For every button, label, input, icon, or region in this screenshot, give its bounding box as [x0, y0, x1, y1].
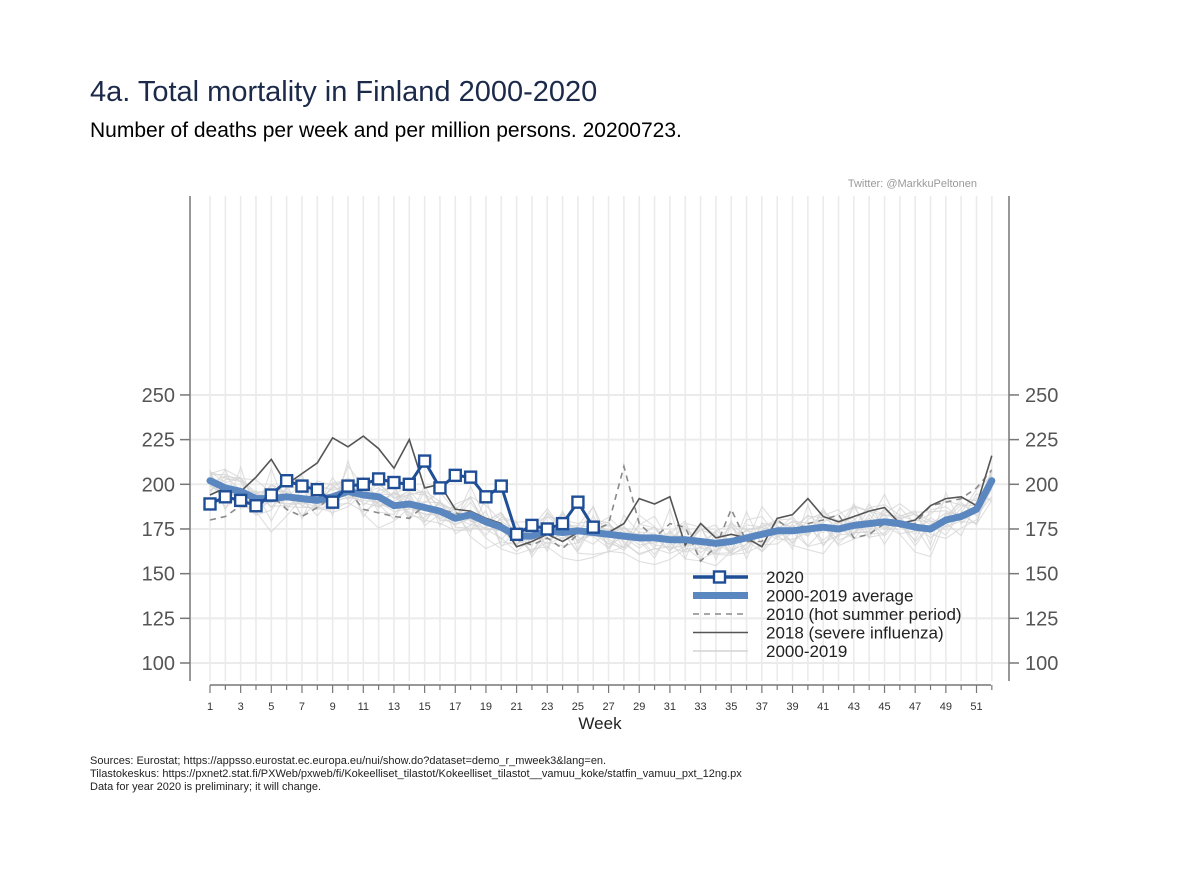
chart-subtitle: Number of deaths per week and per millio… — [90, 119, 682, 142]
x-tick-label: 15 — [418, 701, 430, 713]
y-tick-label-right: 200 — [1025, 474, 1058, 496]
series-2020-marker — [494, 479, 508, 493]
x-tick-label: 39 — [786, 701, 798, 713]
y-tick-label-left: 225 — [142, 430, 175, 452]
legend-marker-2020 — [712, 570, 727, 584]
series-2020-marker — [387, 475, 401, 490]
x-tick-label: 45 — [878, 701, 890, 713]
y-tick-label-left: 150 — [142, 564, 175, 586]
sources-line-tilastokeskus: Tilastokeskus: https://pxnet2.stat.fi/PX… — [90, 768, 742, 780]
y-tick-label-left: 100 — [142, 653, 175, 675]
x-tick-label: 23 — [541, 701, 553, 713]
x-tick-label: 13 — [388, 701, 400, 713]
sources-line-preliminary: Data for year 2020 is preliminary; it wi… — [90, 781, 322, 793]
y-tick-label-right: 100 — [1025, 653, 1058, 675]
series-2020-marker — [203, 497, 217, 511]
x-tick-label: 49 — [940, 701, 952, 713]
y-tick-label-right: 150 — [1025, 564, 1058, 586]
background-year-line — [209, 473, 993, 566]
y-tick-label-left: 200 — [142, 474, 175, 496]
y-tick-label-right: 125 — [1025, 608, 1058, 630]
x-tick-label: 17 — [449, 701, 461, 713]
background-year-line — [209, 471, 993, 556]
twitter-credit: Twitter: @MarkkuPeltonen — [847, 178, 977, 190]
x-tick-label: 11 — [358, 701, 369, 713]
x-tick-label: 19 — [480, 701, 492, 713]
y-tick-label-right: 225 — [1025, 430, 1058, 452]
x-tick-label: 43 — [848, 701, 860, 713]
legend-label: 2000-2019 — [766, 642, 847, 661]
x-tick-label: 33 — [694, 701, 706, 713]
series-2020-marker — [233, 493, 248, 508]
background-year-line — [209, 471, 993, 567]
x-tick-label: 1 — [207, 701, 213, 713]
series-2020-marker — [417, 454, 432, 468]
series-2020-marker — [525, 518, 539, 533]
x-tick-label: 7 — [299, 701, 305, 713]
series-2020-marker — [249, 499, 263, 513]
sources-line-eurostat: Sources: Eurostat; https://appsso.eurost… — [90, 755, 607, 767]
series-2020-marker — [571, 495, 585, 509]
series-2020-marker — [509, 527, 524, 542]
grid-lines — [190, 196, 1009, 681]
series-2020-marker — [295, 479, 309, 493]
y-tick-label-right: 250 — [1025, 385, 1058, 407]
x-tick-label: 3 — [238, 701, 244, 713]
x-tick-label: 31 — [664, 701, 676, 713]
y-tick-label-right: 175 — [1025, 519, 1058, 541]
x-tick-label: 51 — [970, 701, 982, 713]
legend-label: 2010 (hot summer period) — [766, 605, 962, 624]
series-2020-marker — [264, 488, 279, 502]
series-2020-marker — [371, 472, 386, 486]
series-2020-marker — [540, 522, 554, 536]
y-tick-label-left: 250 — [142, 385, 175, 407]
series-2020-marker — [586, 520, 600, 534]
x-tick-label: 21 — [510, 701, 522, 713]
y-tick-label-left: 175 — [142, 519, 175, 541]
x-tick-label: 27 — [602, 701, 614, 713]
x-axis-label: Week — [578, 714, 622, 733]
series-2020-marker — [402, 477, 416, 491]
series-2020-marker — [479, 490, 493, 504]
x-tick-label: 29 — [633, 701, 645, 713]
y-tick-label-left: 125 — [142, 608, 175, 630]
series-2020-marker — [218, 490, 233, 504]
series-2020-marker — [433, 481, 447, 495]
x-tick-label: 35 — [725, 701, 737, 713]
x-tick-label: 37 — [756, 701, 768, 713]
series-2020-marker — [463, 470, 478, 484]
chart-title: 4a. Total mortality in Finland 2000-2020 — [90, 76, 598, 108]
series-2020-marker — [341, 479, 355, 493]
x-tick-label: 5 — [268, 701, 274, 713]
sources-note: Sources: Eurostat; https://appsso.eurost… — [90, 755, 742, 794]
series-lines — [203, 435, 996, 563]
series-2020-marker — [325, 495, 340, 509]
x-tick-label: 41 — [817, 701, 829, 713]
x-tick-label: 9 — [330, 701, 336, 713]
series-2020-marker — [555, 516, 570, 531]
x-tick-label: 47 — [909, 701, 921, 713]
legend-label: 2018 (severe influenza) — [766, 624, 944, 643]
series-2020-marker — [279, 474, 294, 488]
plot-area — [190, 196, 1009, 681]
series-2020-marker — [356, 477, 370, 491]
series-2020-marker — [448, 468, 462, 483]
legend-label: 2020 — [766, 568, 804, 587]
legend-label: 2000-2019 average — [766, 587, 913, 606]
x-tick-label: 25 — [572, 701, 584, 713]
background-year-line — [209, 475, 993, 555]
series-2020-marker — [310, 482, 325, 497]
